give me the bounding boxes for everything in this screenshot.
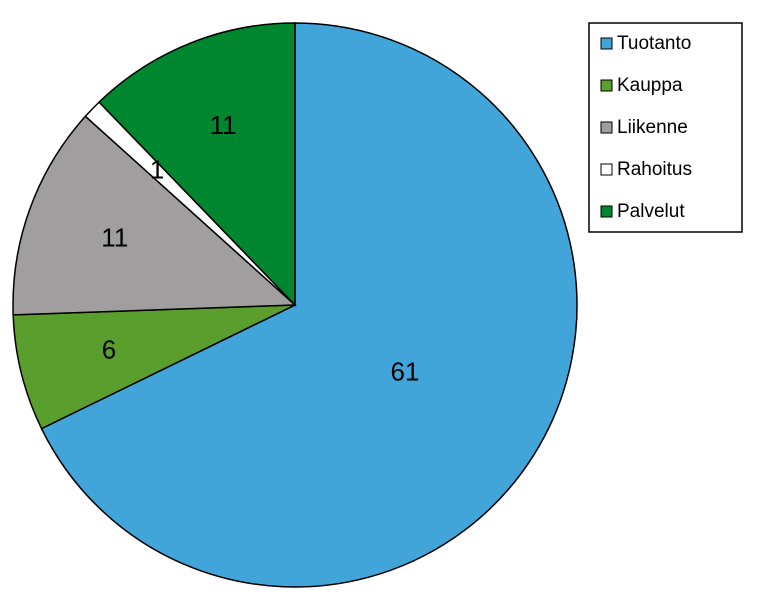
- legend-swatch: [600, 163, 613, 176]
- legend-swatch: [600, 205, 613, 218]
- legend-swatch: [600, 121, 613, 134]
- pie-slice: [12, 115, 297, 316]
- legend-swatch: [600, 79, 613, 92]
- legend-label: Tuotanto: [617, 33, 691, 54]
- legend-label: Palvelut: [617, 201, 685, 222]
- pie-slice: [12, 304, 296, 430]
- data-label: 11: [101, 222, 128, 252]
- legend-label: Kauppa: [617, 75, 683, 96]
- data-label: 61: [391, 357, 420, 387]
- data-label: 11: [210, 110, 237, 140]
- data-label: 1: [150, 155, 164, 185]
- legend-label: Liikenne: [617, 117, 688, 138]
- legend-box: [588, 22, 743, 233]
- data-label: 6: [102, 334, 116, 364]
- legend-swatch: [600, 37, 613, 50]
- pie-slice: [40, 22, 578, 588]
- legend-label: Rahoitus: [617, 159, 692, 180]
- pie-slice: [98, 22, 296, 307]
